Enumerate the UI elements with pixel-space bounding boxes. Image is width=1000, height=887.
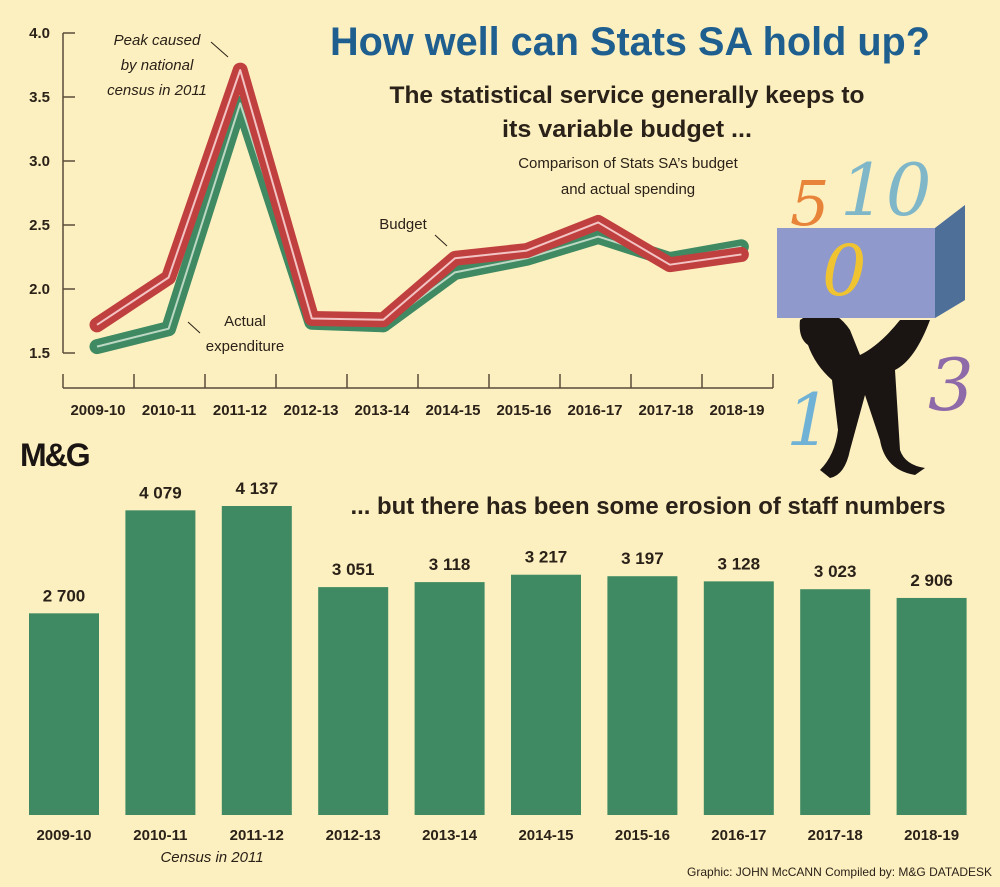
bar-category-label: 2011-12 xyxy=(230,827,284,844)
page-title: How well can Stats SA hold up? xyxy=(330,20,930,64)
bar-value-label: 3 128 xyxy=(718,554,761,573)
bar xyxy=(221,506,292,815)
bar xyxy=(125,510,196,815)
bar-category-label: 2010-11 xyxy=(133,827,187,844)
y-tick-label: 4.0 xyxy=(29,25,50,42)
bar xyxy=(607,576,678,815)
box-side-icon xyxy=(935,205,965,318)
bar-category-label: 2015-16 xyxy=(615,827,670,844)
budget-point xyxy=(526,250,528,252)
line-caption-1: Comparison of Stats SA’s budget xyxy=(518,155,738,172)
census-note: Census in 2011 xyxy=(160,849,263,866)
line-chart: 1.5 2.0 2.5 3.0 3.5 4.0 2009-10 2010-11 2011-12… xyxy=(29,25,774,419)
bar-value-label: 2 906 xyxy=(910,571,953,590)
bar-category-label: 2012-13 xyxy=(326,827,381,844)
subtitle-line-2: its variable budget ... xyxy=(502,116,752,143)
budget-point xyxy=(454,257,456,259)
y-tick-label: 3.5 xyxy=(29,89,50,106)
number-1-icon: 1 xyxy=(786,378,832,462)
bar xyxy=(800,589,871,815)
actual-point xyxy=(454,271,456,273)
peak-annotation-3: census in 2011 xyxy=(107,82,207,99)
x-tick-label: 2013-14 xyxy=(354,402,410,419)
number-3-icon: 3 xyxy=(928,343,974,427)
bar xyxy=(414,582,485,815)
x-tick-label: 2017-18 xyxy=(638,402,693,419)
number-5-icon: 5 xyxy=(790,167,829,240)
bar-value-label: 3 023 xyxy=(814,562,857,581)
actual-label-1: Actual xyxy=(224,313,266,330)
mg-logo: M&G xyxy=(20,437,89,473)
bar-value-label: 3 217 xyxy=(525,548,568,567)
peak-leader-line xyxy=(210,41,229,58)
bar xyxy=(29,613,99,815)
budget-point xyxy=(96,324,98,326)
number-0-icon: 0 xyxy=(822,230,867,312)
peak-annotation-2: by national xyxy=(121,57,194,74)
budget-point xyxy=(239,69,241,71)
budget-label: Budget xyxy=(379,216,427,233)
bar xyxy=(318,587,389,815)
bar-value-label: 3 197 xyxy=(621,549,664,568)
bar-chart-title: ... but there has been some erosion of s… xyxy=(351,493,946,520)
budget-line-highlight xyxy=(96,69,742,326)
x-tick-label: 2009-10 xyxy=(70,402,125,419)
bar-value-label: 3 118 xyxy=(429,555,471,574)
bar xyxy=(703,581,774,815)
x-tick-label: 2011-12 xyxy=(213,402,267,419)
line-caption-2: and actual spending xyxy=(561,181,695,198)
actual-leader-line xyxy=(187,321,201,334)
bar-chart: 2 700 2009-10 4 079 2010-11 4 137 2011-12 3 05… xyxy=(29,479,967,844)
budget-point xyxy=(597,221,599,223)
x-tick-label: 2012-13 xyxy=(283,402,338,419)
subtitle-line-1: The statistical service generally keeps … xyxy=(390,82,865,109)
x-tick-label: 2016-17 xyxy=(567,402,622,419)
bar-value-label: 4 079 xyxy=(139,483,182,502)
budget-point xyxy=(382,319,384,321)
y-tick-label: 2.0 xyxy=(29,281,50,298)
x-tick-label: 2010-11 xyxy=(142,402,196,419)
bar-value-label: 2 700 xyxy=(43,586,86,605)
number-10-icon: 10 xyxy=(840,148,932,232)
bar xyxy=(511,574,581,815)
budget-point xyxy=(311,317,313,319)
bar-value-label: 3 051 xyxy=(332,560,375,579)
actual-point xyxy=(168,328,170,330)
budget-leader-line xyxy=(434,234,448,247)
bar xyxy=(896,597,967,815)
man-head-icon xyxy=(809,317,835,343)
bar-category-label: 2013-14 xyxy=(422,827,478,844)
budget-point xyxy=(740,253,742,255)
x-tick-label: 2014-15 xyxy=(425,402,480,419)
x-tick-label: 2018-19 xyxy=(709,402,764,419)
box-front-icon xyxy=(777,205,965,318)
bar-category-label: 2014-15 xyxy=(518,827,573,844)
budget-point xyxy=(168,276,170,278)
bar-category-label: 2018-19 xyxy=(904,827,959,844)
budget-point xyxy=(669,264,671,266)
actual-point xyxy=(239,102,241,104)
bar-value-label: 4 137 xyxy=(236,479,279,498)
y-tick-label: 3.0 xyxy=(29,153,50,170)
y-tick-label: 1.5 xyxy=(29,345,50,362)
actual-point xyxy=(597,236,599,238)
illustration-man-holding-numbers: 5 10 0 3 1 xyxy=(777,148,974,478)
bar-category-label: 2016-17 xyxy=(711,827,766,844)
bar-category-label: 2009-10 xyxy=(36,827,91,844)
actual-point xyxy=(96,346,98,348)
y-tick-label: 2.5 xyxy=(29,217,50,234)
man-silhouette-icon xyxy=(799,312,930,478)
x-tick-label: 2015-16 xyxy=(496,402,551,419)
peak-annotation-1: Peak caused xyxy=(114,32,201,49)
bar-category-label: 2017-18 xyxy=(808,827,863,844)
actual-label-2: expenditure xyxy=(206,338,284,355)
credits: Graphic: JOHN McCANN Compiled by: M&G DA… xyxy=(687,865,992,879)
